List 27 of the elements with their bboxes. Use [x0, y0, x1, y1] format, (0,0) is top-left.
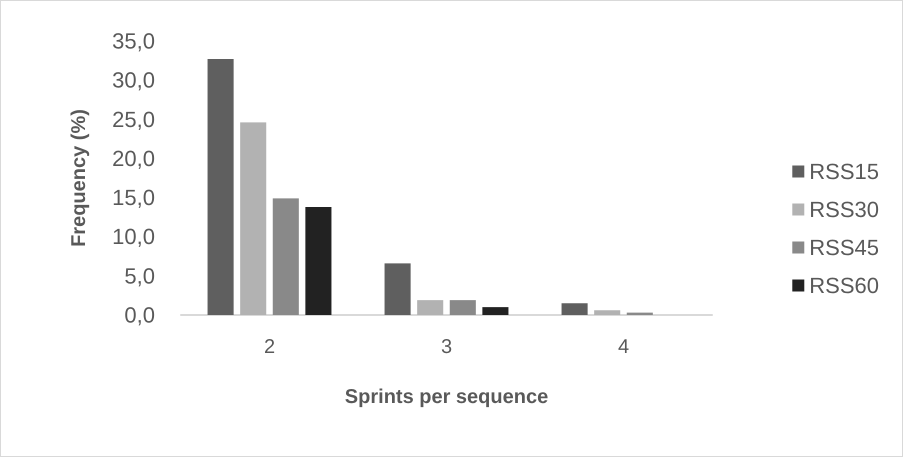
- bar: [240, 122, 266, 315]
- y-tick-label: 35,0: [112, 28, 155, 54]
- bar: [208, 59, 234, 315]
- legend-label: RSS60: [809, 273, 880, 298]
- y-tick-label: 15,0: [112, 185, 155, 210]
- y-tick-label: 5,0: [124, 263, 155, 288]
- y-tick-label: 30,0: [112, 68, 155, 93]
- x-tick-label: 3: [440, 336, 452, 358]
- y-tick-label: 10,0: [112, 224, 155, 250]
- y-tick-label: 25,0: [112, 106, 155, 132]
- bar: [562, 303, 588, 315]
- bar: [450, 300, 476, 315]
- x-axis-title: Sprints per sequence: [344, 386, 548, 408]
- bar: [482, 307, 508, 315]
- bar: [417, 300, 444, 315]
- bar: [384, 263, 411, 315]
- x-tick-label: 2: [264, 336, 276, 358]
- bar: [272, 198, 299, 315]
- legend-label: RSS45: [809, 235, 880, 260]
- y-tick-label: 20,0: [112, 146, 155, 171]
- legend-label: RSS15: [809, 159, 880, 184]
- bar: [594, 310, 620, 315]
- legend-label: RSS30: [809, 197, 880, 222]
- x-tick-label: 4: [618, 336, 630, 358]
- y-axis-title: Frequency (%): [68, 109, 90, 247]
- y-tick-label: 0,0: [124, 302, 155, 328]
- bar: [305, 206, 332, 315]
